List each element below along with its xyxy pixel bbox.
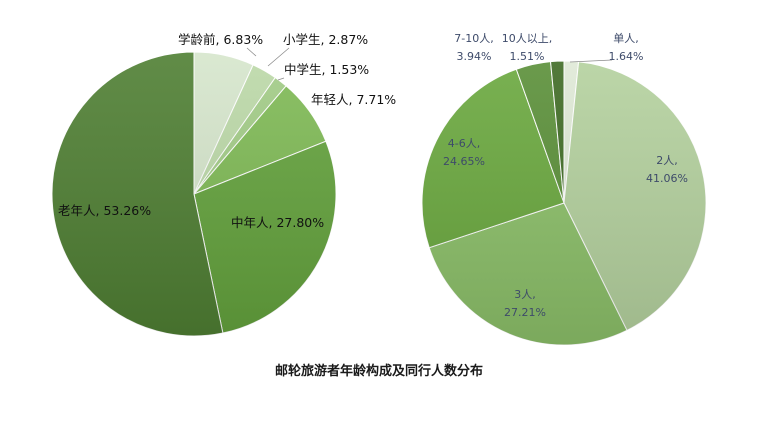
- slice-label: 3人, 27.21%: [504, 288, 546, 319]
- slice-label: 中学生, 1.53%: [284, 62, 369, 77]
- slice-label: 年轻人, 7.71%: [311, 92, 396, 107]
- slice-label: 中年人, 27.80%: [231, 215, 324, 230]
- chart-title: 邮轮旅游者年龄构成及同行人数分布: [274, 364, 483, 379]
- slice-label: 7-10人, 3.94%: [454, 32, 493, 63]
- slice-label: 单人, 1.64%: [609, 32, 644, 63]
- slice-label: 4-6人, 24.65%: [443, 137, 485, 168]
- leader-line: [246, 47, 257, 57]
- slice-label: 老年人, 53.26%: [58, 203, 151, 218]
- slice-label: 学龄前, 6.83%: [178, 32, 263, 47]
- pie-1: 学龄前, 6.83% 小学生, 2.87% 中学生, 1.53% 年轻人, 7.71%…: [51, 32, 396, 337]
- pie-2: 单人, 1.64% 2人, 41.06% 3人, 27.21% 4-6人, 24.65% 7-1…: [421, 32, 707, 346]
- leader-line: [569, 59, 613, 63]
- leader-line: [277, 77, 285, 81]
- slice-label: 10人以上, 1.51%: [502, 32, 553, 63]
- leader-line: [267, 47, 290, 67]
- slice-label: 小学生, 2.87%: [283, 32, 368, 47]
- slice-label: 2人, 41.06%: [646, 154, 688, 185]
